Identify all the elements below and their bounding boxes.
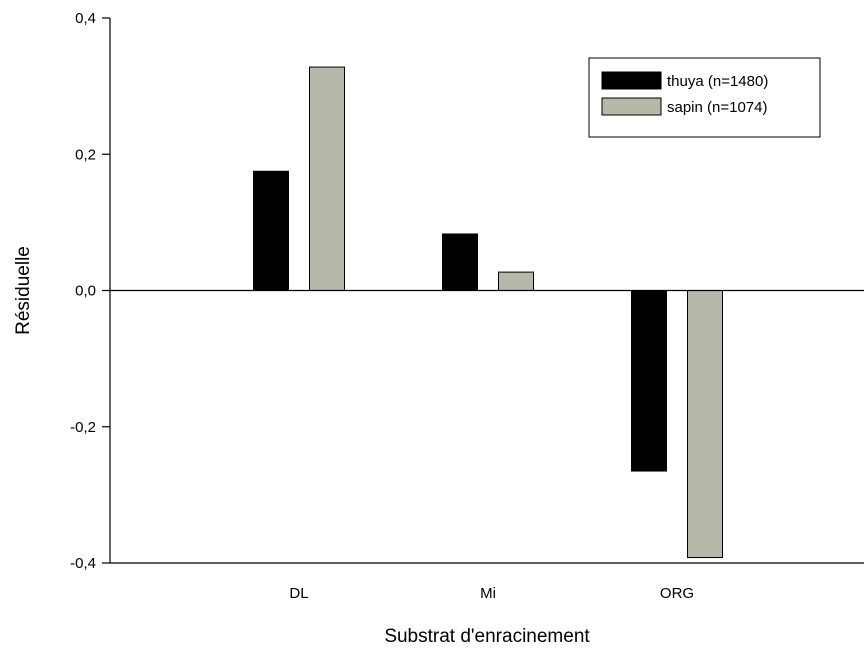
y-tick-label: -0,4: [70, 555, 96, 572]
y-axis-title: Résiduelle: [13, 246, 34, 335]
y-axis-ticks: 0,4 0,2 0,0 -0,2 -0,4: [70, 10, 110, 572]
bar-thuya-mi: [442, 233, 478, 292]
legend-label-thuya: thuya (n=1480): [667, 73, 768, 90]
legend-swatch-thuya: [601, 71, 662, 90]
y-tick-label: 0,2: [75, 146, 96, 163]
legend: thuya (n=1480) sapin (n=1074): [588, 57, 821, 138]
bar-thuya-org: [631, 290, 667, 472]
bar-sapin-dl: [309, 66, 345, 291]
bar-thuya-dl: [253, 170, 289, 291]
x-axis-ticks: DL Mi ORG: [289, 585, 694, 602]
x-tick-label: ORG: [660, 585, 694, 602]
x-tick-label: Mi: [480, 585, 496, 602]
y-tick-label: -0,2: [70, 419, 96, 436]
y-tick-label: 0,0: [75, 283, 96, 300]
bar-sapin-mi: [498, 271, 534, 292]
legend-swatch-sapin: [601, 97, 662, 116]
y-tick-label: 0,4: [75, 10, 96, 27]
x-axis-title: Substrat d'enracinement: [384, 626, 590, 647]
bar-sapin-org: [687, 290, 723, 559]
x-tick-label: DL: [289, 585, 308, 602]
plot-area: [253, 66, 723, 559]
legend-label-sapin: sapin (n=1074): [667, 99, 768, 116]
